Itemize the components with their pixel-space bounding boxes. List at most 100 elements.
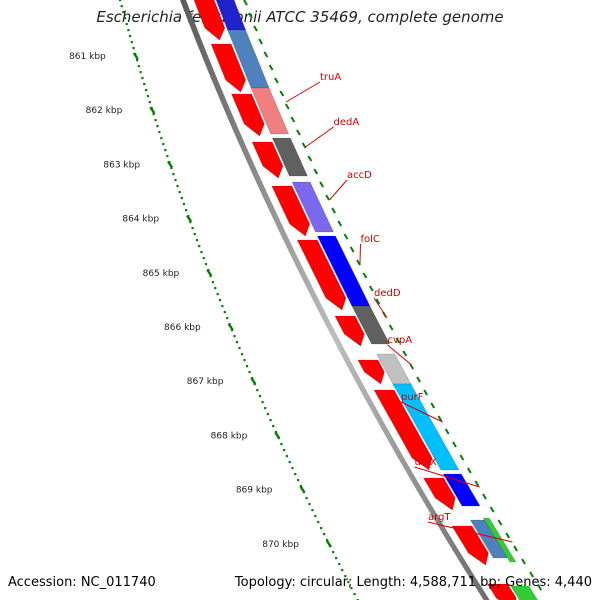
ruler-dot bbox=[145, 89, 148, 92]
ruler-dot bbox=[272, 425, 275, 428]
ruler-dot bbox=[122, 11, 125, 14]
ruler-dot bbox=[288, 461, 291, 464]
ruler-dot bbox=[245, 365, 249, 368]
gene-leader-line bbox=[285, 81, 321, 103]
forward-gene-arrow bbox=[296, 239, 347, 311]
ruler-dot bbox=[154, 119, 157, 122]
outer-tick bbox=[307, 155, 313, 162]
gene-leader-line bbox=[359, 243, 361, 265]
ruler-major-tick bbox=[167, 160, 174, 169]
forward-gene-arrow bbox=[193, 0, 226, 41]
ruler-dot bbox=[221, 305, 224, 308]
ruler-dot bbox=[193, 233, 196, 236]
ruler-dot bbox=[180, 197, 183, 200]
reverse-gene-block bbox=[351, 305, 391, 345]
ruler-dot bbox=[123, 17, 127, 20]
gene-leader-line bbox=[414, 466, 480, 488]
ruler-dot bbox=[211, 281, 215, 284]
ruler-dot bbox=[332, 551, 335, 554]
outer-tick bbox=[521, 558, 526, 565]
outer-tick bbox=[284, 103, 290, 110]
ruler-major-tick bbox=[250, 377, 257, 385]
ruler-label: 862 kbp bbox=[86, 106, 123, 116]
ruler-label: 867 kbp bbox=[187, 377, 224, 387]
ruler-dot bbox=[172, 173, 175, 176]
ruler-dot bbox=[338, 563, 341, 566]
ruler-dot bbox=[195, 239, 199, 242]
ruler-major-tick bbox=[132, 52, 139, 60]
ruler-dot bbox=[223, 311, 226, 314]
ruler-dot bbox=[214, 287, 217, 290]
reverse-gene-block bbox=[250, 87, 290, 135]
gene-label-dedD: dedD bbox=[374, 288, 401, 299]
ruler-dot bbox=[294, 473, 297, 476]
ruler-dot bbox=[132, 47, 135, 50]
outer-tick bbox=[325, 194, 330, 201]
ruler-dot bbox=[320, 527, 323, 530]
forward-gene-arrow bbox=[231, 93, 265, 137]
reverse-gene-block bbox=[291, 181, 334, 233]
forward-gene-arrow bbox=[486, 583, 517, 600]
ruler-dot bbox=[164, 149, 167, 152]
ruler-dot bbox=[299, 485, 303, 488]
outer-tick bbox=[279, 90, 285, 97]
ruler-dot bbox=[235, 341, 239, 344]
reverse-gene-block bbox=[442, 473, 481, 507]
ruler-dot bbox=[128, 35, 132, 38]
forward-gene-arrow bbox=[271, 185, 311, 237]
ruler-dot bbox=[170, 167, 173, 170]
gene-label-purF: purF bbox=[401, 392, 424, 403]
reverse-gene-block bbox=[482, 517, 517, 563]
forward-gene-arrow bbox=[357, 359, 385, 385]
ruler-dot bbox=[139, 71, 142, 74]
gene-leader-line bbox=[400, 401, 443, 423]
ruler-major-tick bbox=[299, 485, 306, 494]
ruler-dot bbox=[285, 455, 288, 458]
outer-tick bbox=[253, 25, 258, 32]
outer-tick bbox=[452, 441, 457, 448]
ruler-dot bbox=[226, 317, 229, 320]
outer-tick bbox=[331, 207, 336, 214]
outer-tick bbox=[474, 480, 480, 487]
ruler-dot bbox=[178, 191, 181, 194]
gene-leader-line bbox=[387, 344, 412, 366]
ruler-dot bbox=[314, 515, 317, 518]
genome-summary: Topology: circular; Length: 4,588,711 bp… bbox=[234, 575, 592, 590]
ruler-dot bbox=[166, 155, 169, 158]
outer-tick bbox=[301, 142, 307, 149]
forward-gene-arrow bbox=[423, 477, 456, 511]
ruler-major-tick bbox=[227, 323, 234, 331]
forward-gene-arrow bbox=[451, 525, 489, 566]
ruler-dot bbox=[156, 125, 159, 128]
ruler-label: 864 kbp bbox=[122, 215, 159, 225]
ruler-dot bbox=[162, 143, 165, 146]
outer-tick bbox=[362, 272, 368, 279]
outer-tick bbox=[444, 428, 450, 435]
ruler-dot bbox=[261, 401, 264, 404]
ruler-dot bbox=[218, 299, 222, 302]
ruler-dot bbox=[305, 497, 308, 500]
outer-tick bbox=[375, 298, 381, 305]
ruler-dot bbox=[243, 359, 246, 362]
gene-label-argT: argT bbox=[428, 512, 451, 523]
ruler-dot bbox=[353, 593, 356, 596]
gene-label-truA: truA bbox=[320, 72, 341, 83]
ruler-dot bbox=[266, 413, 269, 416]
outer-tick bbox=[258, 38, 263, 45]
ruler-dot bbox=[308, 503, 311, 506]
gene-label-dedA: dedA bbox=[334, 117, 360, 128]
outer-tick bbox=[263, 51, 269, 58]
ruler-dot bbox=[350, 587, 353, 590]
ruler-dot bbox=[119, 0, 122, 2]
ruler-dot bbox=[146, 95, 150, 98]
ruler-dot bbox=[238, 347, 241, 350]
outer-tick bbox=[513, 545, 518, 552]
ruler-dot bbox=[258, 395, 262, 398]
outer-tick bbox=[437, 415, 443, 422]
ruler-dot bbox=[160, 137, 163, 140]
outer-tick bbox=[537, 584, 543, 591]
ruler-dot bbox=[264, 407, 267, 410]
map-title: Escherichia fergusonii ATCC 35469, compl… bbox=[96, 8, 504, 26]
ruler-dot bbox=[182, 203, 186, 206]
